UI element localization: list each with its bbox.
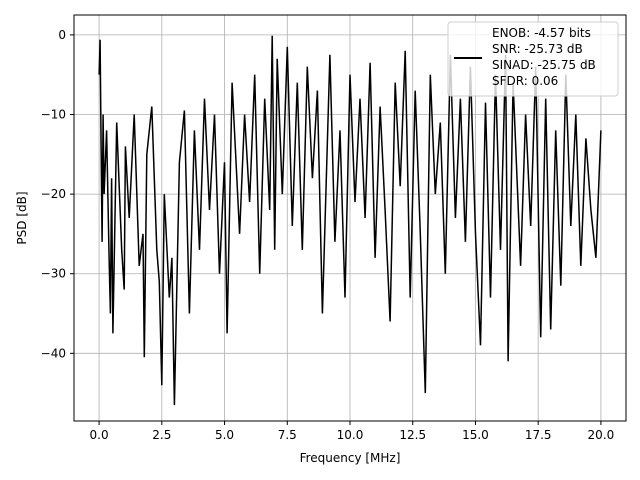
- x-tick-label: 2.5: [152, 428, 171, 442]
- legend: ENOB: -4.57 bits SNR: -25.73 dB SINAD: -…: [447, 21, 619, 97]
- legend-line-sinad: SINAD: -25.75 dB: [492, 58, 596, 72]
- y-axis-label: PSD [dB]: [15, 191, 29, 244]
- x-axis-ticks: 0.0 2.5 5.0 7.5 10.0 12.5 15.0 17.5 20.0: [90, 421, 615, 442]
- legend-box: [447, 21, 619, 97]
- y-tick-label: −10: [41, 108, 66, 122]
- x-tick-label: 12.5: [399, 428, 426, 442]
- y-tick-label: −20: [41, 187, 66, 201]
- x-tick-label: 15.0: [462, 428, 489, 442]
- legend-line-sfdr: SFDR: 0.06: [492, 74, 558, 88]
- x-axis-label: Frequency [MHz]: [300, 451, 401, 465]
- y-tick-label: −30: [41, 267, 66, 281]
- x-tick-label: 0.0: [90, 428, 109, 442]
- y-axis-ticks: 0 −10 −20 −30 −40: [41, 28, 74, 360]
- legend-line-enob: ENOB: -4.57 bits: [492, 26, 591, 40]
- x-tick-label: 7.5: [278, 428, 297, 442]
- x-tick-label: 10.0: [337, 428, 364, 442]
- y-tick-label: −40: [41, 346, 66, 360]
- y-tick-label: 0: [58, 28, 66, 42]
- legend-line-snr: SNR: -25.73 dB: [492, 42, 583, 56]
- x-tick-label: 17.5: [525, 428, 552, 442]
- x-tick-label: 20.0: [588, 428, 615, 442]
- x-tick-label: 5.0: [215, 428, 234, 442]
